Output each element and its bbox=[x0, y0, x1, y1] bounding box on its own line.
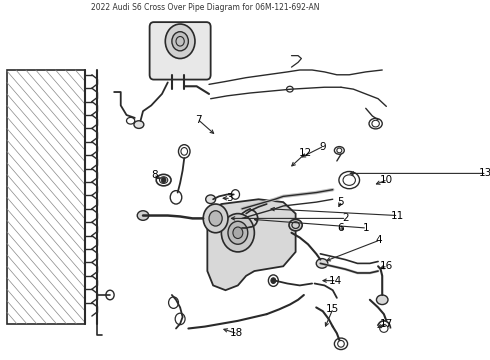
Circle shape bbox=[172, 32, 188, 51]
Circle shape bbox=[228, 221, 248, 244]
Text: 7: 7 bbox=[195, 115, 201, 125]
Text: 13: 13 bbox=[479, 168, 490, 179]
Circle shape bbox=[271, 278, 276, 284]
Text: 14: 14 bbox=[329, 276, 342, 285]
Circle shape bbox=[221, 213, 254, 252]
Circle shape bbox=[233, 227, 243, 239]
Ellipse shape bbox=[240, 212, 248, 219]
Text: 6: 6 bbox=[338, 223, 344, 233]
Circle shape bbox=[161, 177, 166, 183]
Circle shape bbox=[209, 211, 222, 226]
Ellipse shape bbox=[289, 219, 302, 231]
Text: 9: 9 bbox=[319, 141, 326, 152]
Text: 17: 17 bbox=[380, 319, 393, 329]
Text: 18: 18 bbox=[230, 328, 243, 338]
Ellipse shape bbox=[369, 118, 382, 129]
Ellipse shape bbox=[134, 121, 144, 129]
Text: 11: 11 bbox=[391, 211, 404, 221]
Text: 1: 1 bbox=[363, 223, 369, 233]
Ellipse shape bbox=[334, 338, 347, 350]
Ellipse shape bbox=[316, 258, 328, 268]
Circle shape bbox=[203, 204, 228, 233]
FancyBboxPatch shape bbox=[149, 22, 211, 80]
Text: 4: 4 bbox=[376, 235, 382, 246]
Ellipse shape bbox=[137, 211, 149, 220]
Text: 16: 16 bbox=[380, 261, 393, 271]
Text: 12: 12 bbox=[299, 148, 312, 158]
Ellipse shape bbox=[339, 171, 360, 189]
Polygon shape bbox=[207, 199, 295, 290]
Ellipse shape bbox=[206, 195, 216, 203]
Text: 8: 8 bbox=[151, 170, 158, 180]
Text: 5: 5 bbox=[338, 197, 344, 207]
Circle shape bbox=[165, 24, 195, 59]
Ellipse shape bbox=[376, 295, 388, 305]
Text: 15: 15 bbox=[326, 304, 340, 314]
Ellipse shape bbox=[156, 174, 171, 186]
Text: 10: 10 bbox=[380, 175, 393, 185]
Text: 3: 3 bbox=[226, 193, 233, 203]
Title: 2022 Audi S6 Cross Over Pipe Diagram for 06M-121-692-AN: 2022 Audi S6 Cross Over Pipe Diagram for… bbox=[91, 3, 319, 12]
Text: 2: 2 bbox=[342, 213, 348, 224]
Bar bbox=[7, 70, 85, 324]
Ellipse shape bbox=[334, 147, 344, 154]
